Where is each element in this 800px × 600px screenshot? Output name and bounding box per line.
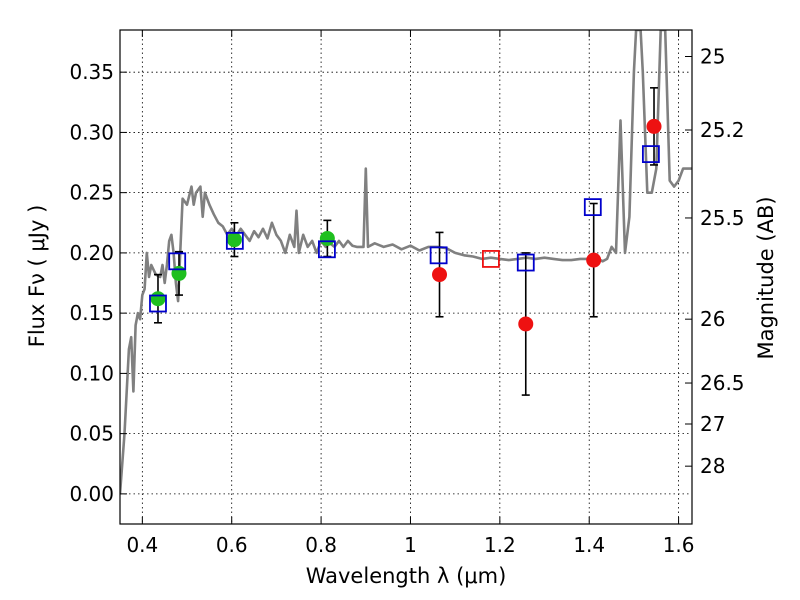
- y-tick-label: 0.30: [69, 120, 114, 144]
- x-tick-label: 0.4: [126, 533, 158, 557]
- observed-flux-point: [319, 230, 335, 246]
- grid-lines: [120, 30, 692, 524]
- model-photometry-square: [225, 231, 244, 250]
- model-photometry-square: [429, 246, 448, 265]
- model-photometry-square: [168, 252, 187, 271]
- observed-flux-point: [586, 252, 602, 268]
- y-tick-label: 0.35: [69, 60, 114, 84]
- y-tick-label: 0.25: [69, 181, 114, 205]
- observed-flux-point: [171, 265, 187, 281]
- x-tick-label: 0.6: [216, 533, 248, 557]
- y2-tick-label: 26: [700, 307, 725, 331]
- y-tick-label: 0.00: [69, 482, 114, 506]
- y-tick-label: 0.15: [69, 301, 114, 325]
- model-photometry-square: [641, 145, 660, 164]
- observed-flux-point: [150, 291, 166, 307]
- marker-layer: [149, 118, 662, 332]
- model-spectrum-line: [120, 30, 692, 494]
- tick-marks: [120, 30, 692, 524]
- y-axis-label: Flux Fν ( μJy ): [25, 205, 49, 348]
- model-spectrum-layer: [120, 30, 692, 494]
- y-tick-label: 0.05: [69, 422, 114, 446]
- observed-flux-point: [432, 267, 448, 283]
- observed-flux-point: [226, 232, 242, 248]
- observed-flux-point: [518, 316, 534, 332]
- observed-flux-point: [646, 118, 662, 134]
- y2-tick-label: 25.2: [700, 118, 745, 142]
- y-tick-labels: 0.00 0.05 0.10 0.15 0.20 0.25 0.30 0.35: [69, 60, 114, 506]
- model-photometry-square: [482, 250, 500, 268]
- model-photometry-square: [516, 253, 535, 272]
- y-tick-label: 0.20: [69, 241, 114, 265]
- y2-tick-label: 25: [700, 45, 725, 69]
- y2-tick-label: 26.5: [700, 371, 745, 395]
- x-tick-label: 0.8: [305, 533, 337, 557]
- x-tick-label: 1.6: [663, 533, 695, 557]
- y2-tick-label: 27: [700, 412, 725, 436]
- x-tick-label: 1.4: [573, 533, 605, 557]
- model-photometry-square: [149, 294, 167, 313]
- x-tick-labels: 0.4 0.6 0.8 1 1.2 1.4 1.6: [126, 533, 694, 557]
- y2-tick-label: 28: [700, 454, 725, 478]
- x-tick-label: 1.2: [484, 533, 516, 557]
- x-axis-label: Wavelength λ (μm): [306, 564, 507, 588]
- y2-tick-label: 25.5: [700, 206, 745, 230]
- y2-tick-labels: 25 25.2 25.5 26 26.5 27 28: [700, 45, 745, 479]
- model-photometry-square: [583, 198, 602, 217]
- plot-frame: [119, 29, 693, 525]
- x-tick-label: 1: [404, 533, 417, 557]
- model-photometry-square: [318, 240, 336, 259]
- y2-axis-label: Magnitude (AB): [754, 196, 778, 359]
- y-tick-label: 0.10: [69, 361, 114, 385]
